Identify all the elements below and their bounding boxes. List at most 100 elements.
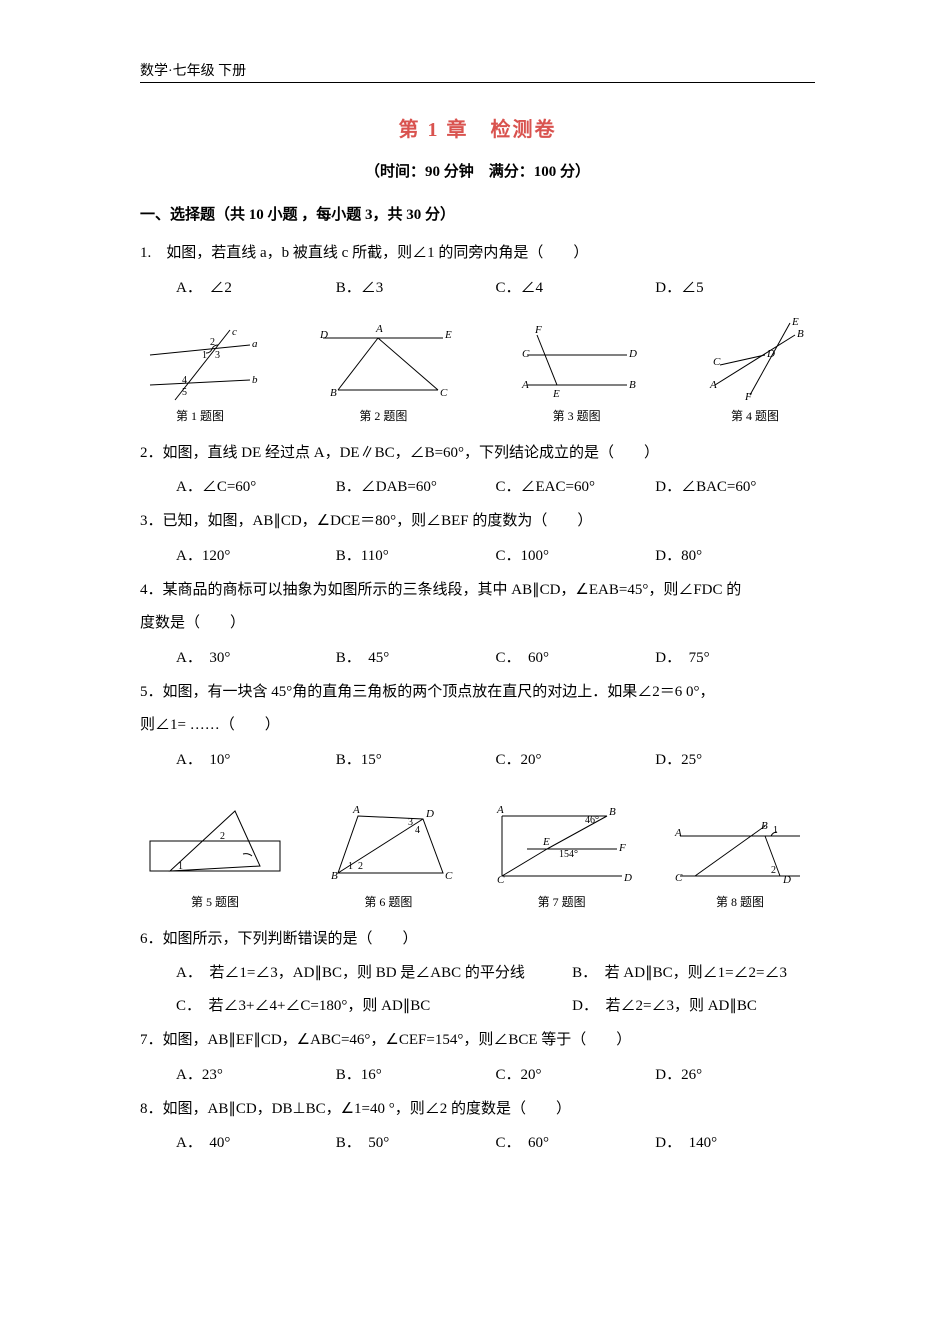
q1-opt-b[interactable]: B．∠3 <box>336 272 496 305</box>
q2-opt-d[interactable]: D．∠BAC=60° <box>655 471 815 504</box>
q7-opt-a[interactable]: A．23° <box>176 1059 336 1092</box>
q7-stem: 7．如图，AB∥EF∥CD，∠ABC=46°，∠CEF=154°，则∠BCE 等… <box>140 1025 815 1057</box>
q2-stem: 2．如图，直线 DE 经过点 A，DE∥BC，∠B=60°，下列结论成立的是（ … <box>140 438 815 470</box>
figure-1-caption: 第 1 题图 <box>176 407 224 424</box>
q3-stem: 3．已知，如图，AB∥CD，∠DCE＝80°，则∠BEF 的度数为（ ） <box>140 506 815 538</box>
svg-text:3: 3 <box>215 350 220 361</box>
q5-opt-a[interactable]: A． 10° <box>176 744 336 777</box>
q3-opt-d[interactable]: D．80° <box>655 540 815 573</box>
q6-stem: 6．如图所示，下列判断错误的是（ ） <box>140 924 815 956</box>
q3-opt-a[interactable]: A．120° <box>176 540 336 573</box>
q6-opt-c[interactable]: C． 若∠3+∠4+∠C=180°，则 AD∥BC <box>176 990 572 1023</box>
svg-text:D: D <box>782 874 791 886</box>
figure-2-caption: 第 2 题图 <box>359 407 407 424</box>
q3-opt-c[interactable]: C．100° <box>496 540 656 573</box>
question-1: 1. 如图，若直线 a，b 被直线 c 所截，则∠1 的同旁内角是（ ） A． … <box>140 238 815 305</box>
q4-stem2: 度数是（ ） <box>140 608 815 640</box>
svg-text:E: E <box>444 329 452 341</box>
svg-text:A: A <box>674 827 682 839</box>
q4-opt-d[interactable]: D． 75° <box>655 642 815 675</box>
q6-opt-d[interactable]: D． 若∠2=∠3，则 AD∥BC <box>572 990 815 1023</box>
q8-options: A． 40° B． 50° C． 60° D． 140° <box>140 1127 815 1160</box>
q2-opt-b[interactable]: B．∠DAB=60° <box>336 471 496 504</box>
q1-opt-d[interactable]: D．∠5 <box>655 272 815 305</box>
svg-text:E: E <box>552 388 560 400</box>
q5-opt-b[interactable]: B．15° <box>336 744 496 777</box>
svg-text:4: 4 <box>182 375 187 386</box>
q4-stem: 4．某商品的商标可以抽象为如图所示的三条线段，其中 AB∥CD，∠EAB=45°… <box>140 575 815 607</box>
q2-opt-a[interactable]: A．∠C=60° <box>176 471 336 504</box>
svg-text:C: C <box>713 356 721 368</box>
q4-opt-a[interactable]: A． 30° <box>176 642 336 675</box>
q2-opt-c[interactable]: C．∠EAC=60° <box>496 471 656 504</box>
svg-text:2: 2 <box>358 861 363 872</box>
question-8: 8．如图，AB∥CD，DB⊥BC，∠1=40 °，则∠2 的度数是（ ） A． … <box>140 1094 815 1161</box>
q4-options: A． 30° B． 45° C． 60° D． 75° <box>140 642 815 675</box>
figure-row-1: a b c 2 1 3 4 5 第 1 题图 D A E <box>140 315 815 424</box>
svg-text:C: C <box>522 348 530 360</box>
page-header: 数学·七年级 下册 <box>140 60 815 83</box>
q1-opt-a[interactable]: A． ∠2 <box>176 272 336 305</box>
q5-opt-c[interactable]: C．20° <box>496 744 656 777</box>
svg-text:1: 1 <box>178 861 183 872</box>
question-7: 7．如图，AB∥EF∥CD，∠ABC=46°，∠CEF=154°，则∠BCE 等… <box>140 1025 815 1092</box>
svg-text:46°: 46° <box>585 815 599 826</box>
q8-opt-a[interactable]: A． 40° <box>176 1127 336 1160</box>
svg-text:C: C <box>445 870 453 882</box>
q8-opt-c[interactable]: C． 60° <box>496 1127 656 1160</box>
svg-text:B: B <box>629 379 636 391</box>
svg-text:a: a <box>252 338 258 350</box>
figure-8-caption: 第 8 题图 <box>716 893 764 910</box>
svg-text:1: 1 <box>348 861 353 872</box>
q8-opt-d[interactable]: D． 140° <box>655 1127 815 1160</box>
svg-text:A: A <box>496 804 504 816</box>
figure-row-2: 2 1 第 5 题图 A D B C 3 4 1 2 第 6 题图 <box>140 801 815 910</box>
figure-8: A B C D 1 2 第 8 题图 <box>665 811 815 910</box>
q4-opt-c[interactable]: C． 60° <box>496 642 656 675</box>
section-1-heading: 一、选择题（共 10 小题 ，每小题 3，共 30 分） <box>140 203 815 224</box>
q7-opt-c[interactable]: C．20° <box>496 1059 656 1092</box>
figure-6-caption: 第 6 题图 <box>364 893 412 910</box>
question-2: 2．如图，直线 DE 经过点 A，DE∥BC，∠B=60°，下列结论成立的是（ … <box>140 438 815 505</box>
figure-4-caption: 第 4 题图 <box>731 407 779 424</box>
svg-text:D: D <box>425 808 434 820</box>
svg-text:A: A <box>352 804 360 816</box>
svg-text:b: b <box>252 374 258 386</box>
q5-stem: 5．如图，有一块含 45°角的直角三角板的两个顶点放在直尺的对边上．如果∠2＝6… <box>140 677 815 709</box>
svg-text:B: B <box>797 328 804 340</box>
svg-text:D: D <box>319 329 328 341</box>
figure-6: A D B C 3 4 1 2 第 6 题图 <box>318 801 458 910</box>
figure-2: D A E B C 第 2 题图 <box>308 320 458 424</box>
svg-text:C: C <box>440 387 448 399</box>
q6-opt-a[interactable]: A． 若∠1=∠3，AD∥BC，则 BD 是∠ABC 的平分线 <box>176 957 572 990</box>
q6-opt-b[interactable]: B． 若 AD∥BC，则∠1=∠2=∠3 <box>572 957 815 990</box>
q3-opt-b[interactable]: B．110° <box>336 540 496 573</box>
svg-text:C: C <box>497 874 505 886</box>
svg-text:B: B <box>761 820 768 832</box>
exam-subtitle: （时间：90 分钟 满分：100 分） <box>140 160 815 181</box>
q1-stem: 1. 如图，若直线 a，b 被直线 c 所截，则∠1 的同旁内角是（ ） <box>140 238 815 270</box>
svg-text:A: A <box>375 323 383 335</box>
svg-text:F: F <box>618 842 626 854</box>
svg-text:A: A <box>709 379 717 391</box>
q4-opt-b[interactable]: B． 45° <box>336 642 496 675</box>
q7-opt-d[interactable]: D．26° <box>655 1059 815 1092</box>
svg-text:c: c <box>232 326 237 338</box>
figure-3: F C D A E B 第 3 题图 <box>507 325 647 424</box>
q1-opt-c[interactable]: C．∠4 <box>496 272 656 305</box>
q5-opt-d[interactable]: D．25° <box>655 744 815 777</box>
figure-7: A B E F C D 46° 154° 第 7 题图 <box>487 801 637 910</box>
svg-text:D: D <box>766 348 775 360</box>
figure-1: a b c 2 1 3 4 5 第 1 题图 <box>140 325 260 424</box>
q7-opt-b[interactable]: B．16° <box>336 1059 496 1092</box>
svg-text:D: D <box>628 348 637 360</box>
figure-4: E A B C D F 第 4 题图 <box>695 315 815 424</box>
svg-text:C: C <box>675 872 683 884</box>
question-4: 4．某商品的商标可以抽象为如图所示的三条线段，其中 AB∥CD，∠EAB=45°… <box>140 575 815 675</box>
q8-opt-b[interactable]: B． 50° <box>336 1127 496 1160</box>
svg-text:D: D <box>623 872 632 884</box>
question-6: 6．如图所示，下列判断错误的是（ ） A． 若∠1=∠3，AD∥BC，则 BD … <box>140 924 815 1024</box>
figure-5-caption: 第 5 题图 <box>191 893 239 910</box>
svg-text:2: 2 <box>771 865 776 876</box>
svg-text:E: E <box>791 316 799 328</box>
